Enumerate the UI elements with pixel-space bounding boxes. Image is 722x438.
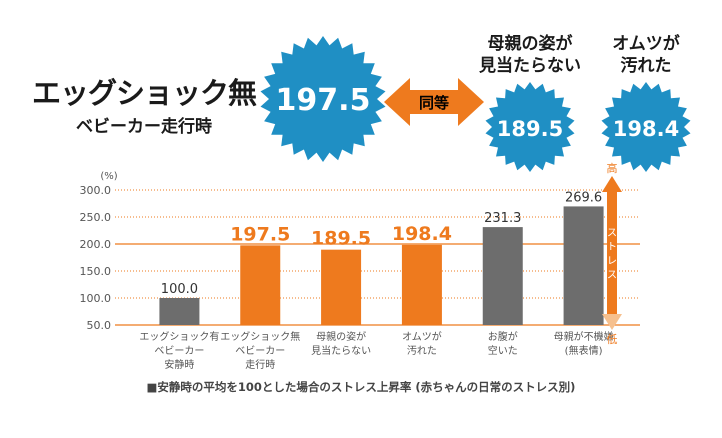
badge-shape [601,82,691,172]
badge-2: 198.4 [601,82,691,172]
category-label: 母親の姿が [316,330,366,343]
bar-value-label: 269.6 [565,190,602,205]
stress-label-char: ス [607,270,617,281]
category-labels: エッグショック有ベビーカー安静時エッグショック無ベビーカー走行時母親の姿が見当た… [139,330,613,371]
bar-value-label: 198.4 [392,223,452,245]
equal-arrow: 同等 [384,78,484,126]
bar-value-label: 231.3 [484,211,521,226]
bar [563,206,604,325]
stress-label-char: ト [607,242,617,253]
y-tick-label: 100.0 [80,292,112,305]
stress-arrow-up-icon [602,176,622,192]
badge-1-value: 189.5 [497,117,563,141]
badge-1-label-line2: 見当たらない [479,56,581,76]
category-label: 見当たらない [311,344,371,357]
bar [159,298,200,325]
badge-shape [485,82,575,172]
stress-low-label: 低 [607,333,618,346]
bar-value-label: 100.0 [161,282,198,297]
gridlines [115,189,640,326]
category-label: 安静時 [164,358,194,371]
category-label: お腹が [488,330,518,343]
y-tick-label: 300.0 [80,184,112,197]
bar [401,244,442,325]
category-label: 母親が不機嫌 [554,330,614,343]
y-tick-label: 200.0 [80,238,112,251]
bar-value-label: 197.5 [230,223,290,245]
y-tick-label: 250.0 [80,211,112,224]
unit-label: (%) [100,171,117,182]
bar [482,227,523,325]
badge-shape [260,36,386,162]
category-label: ベビーカー [235,345,285,357]
badge-2-value: 198.4 [613,117,679,141]
badge-2-label-line2: 汚れた [620,56,672,76]
bars [159,206,604,325]
y-axis-ticks: 300.0 250.0 200.0 150.0 100.0 50.0 [80,184,112,332]
category-label: (無表情) [565,344,603,357]
category-label: エッグショック有 [139,330,219,343]
stress-high-label: 高 [607,161,618,175]
equal-label: 同等 [419,94,449,112]
category-label: 空いた [488,344,518,357]
badge-2-label-line1: オムツが [612,34,680,54]
main-value: 197.5 [276,83,371,118]
footnote: ■安静時の平均を100とした場合のストレス上昇率 (赤ちゃんの日常のストレス別) [146,380,576,394]
bar [240,245,281,325]
main-value-badge: 197.5 [260,36,386,162]
badge-1-label: 母親の姿が 見当たらない [466,33,594,77]
badge-1: 189.5 [485,82,575,172]
value-labels: 100.0 197.5 189.5 198.4 231.3 269.6 [161,190,602,297]
bar-value-label: 189.5 [311,228,371,250]
y-tick-label: 150.0 [80,265,112,278]
headline: エッグショック無 [31,76,257,110]
category-label: ベビーカー [154,345,204,357]
badge-2-label: オムツが 汚れた [590,33,702,77]
y-tick-label: 50.0 [87,319,112,332]
stress-arrow-down-icon [602,314,622,330]
badge-1-label-line1: 母親の姿が [487,34,573,54]
category-label: オムツが [402,330,442,343]
category-label: 走行時 [245,358,275,371]
stress-label-char: ス [607,228,617,239]
stress-label-char: レ [607,256,617,267]
bar [321,249,362,325]
category-label: 汚れた [407,344,437,357]
category-label: エッグショック無 [220,330,300,343]
double-arrow-icon [384,78,484,126]
subline: ベビーカー走行時 [76,117,212,137]
